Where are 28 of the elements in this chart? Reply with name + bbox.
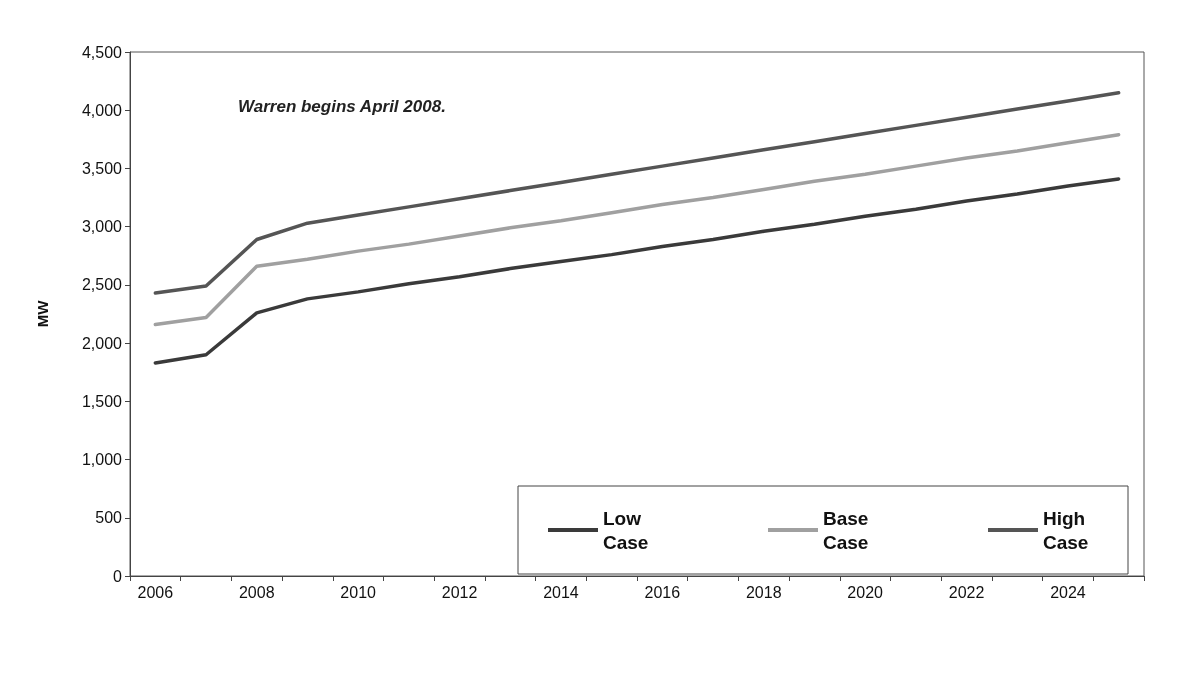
y-tick-label: 3,500 [81,159,123,177]
y-tick-label: 2,500 [81,276,123,294]
line-series [153,177,1121,365]
y-axis-title: MW [34,299,51,328]
x-tick-label: 2010 [340,583,377,601]
y-tick-label: 2,000 [81,334,123,352]
x-tick-label: 2008 [238,583,275,601]
line-series [153,132,1121,327]
x-tick-label: 2018 [745,583,782,601]
y-tick-label: 4,500 [81,43,123,61]
legend-label: Base Case [823,507,874,553]
x-tick-label: 2014 [543,583,579,601]
x-tick-label: 2024 [1050,583,1086,601]
annotation: Warren begins April 2008. [238,97,446,116]
legend-label: Low Case [603,507,649,553]
legend-label: High Case [1043,507,1091,553]
line-series [153,91,1121,295]
y-tick-label: 500 [95,509,123,527]
x-tick-label: 2012 [441,583,478,601]
y-tick-label: 1,500 [81,392,123,410]
x-tick-label: 2020 [847,583,884,601]
x-tick-label: 2022 [948,583,985,601]
x-tick-label: 2006 [137,583,174,601]
y-tick-label: 3,000 [81,218,123,236]
y-tick-label: 4,000 [81,101,123,119]
y-tick-label: 1,000 [81,451,123,469]
x-tick-label: 2016 [644,583,681,601]
y-tick-label: 0 [113,567,123,585]
